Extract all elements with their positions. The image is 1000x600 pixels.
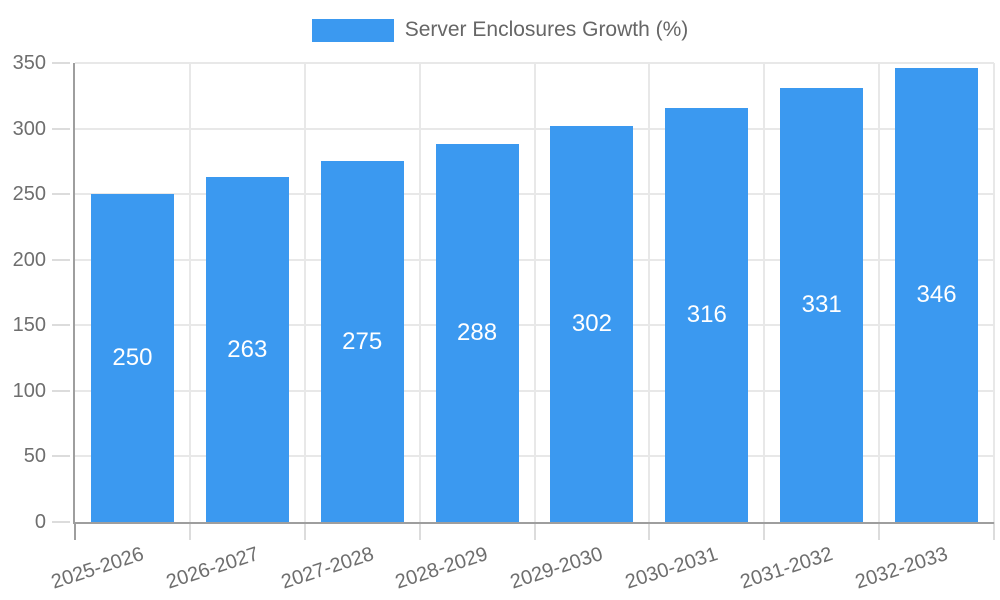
x-tick-label: 2026-2027: [163, 543, 262, 594]
bar[interactable]: [550, 125, 634, 522]
x-axis-tick: [878, 522, 881, 540]
x-axis-line: [73, 522, 994, 524]
bar-value-label: 288: [457, 319, 498, 347]
bar[interactable]: [90, 194, 174, 522]
x-tick-label: 2031-2032: [737, 543, 836, 594]
bar[interactable]: [320, 161, 404, 522]
x-tick-label: 2027-2028: [278, 543, 376, 594]
y-tick-label: 50: [23, 445, 46, 468]
x-gridline: [418, 63, 421, 522]
y-axis-tick: [52, 258, 70, 261]
x-axis-tick: [993, 522, 995, 540]
bar[interactable]: [665, 107, 749, 522]
legend[interactable]: Server Enclosures Growth (%): [0, 18, 1000, 42]
x-gridline: [303, 63, 306, 522]
y-tick-label: 150: [12, 314, 46, 337]
y-axis-line: [73, 63, 75, 522]
x-gridline: [648, 63, 651, 522]
legend-label: Server Enclosures Growth (%): [404, 18, 689, 41]
x-gridline: [188, 63, 191, 522]
y-axis-tick: [52, 62, 70, 64]
bar-value-label: 302: [571, 309, 612, 337]
x-axis-tick: [763, 522, 766, 540]
y-axis-tick: [52, 389, 70, 392]
x-tick-label: 2025-2026: [48, 543, 147, 594]
x-axis-tick: [648, 522, 651, 540]
x-axis-tick: [533, 522, 536, 540]
y-tick-label: 200: [12, 248, 46, 271]
bar[interactable]: [895, 68, 979, 522]
bar[interactable]: [780, 87, 864, 522]
bar-value-label: 316: [686, 300, 727, 328]
y-tick-label: 250: [12, 183, 46, 206]
legend-swatch: [311, 18, 394, 42]
x-tick-label: 2029-2030: [507, 543, 606, 594]
y-axis-tick: [52, 324, 70, 327]
x-axis-tick: [188, 522, 191, 540]
bar-value-label: 263: [227, 335, 268, 363]
x-tick-label: 2032-2033: [852, 543, 951, 594]
x-gridline: [993, 63, 995, 522]
x-axis-tick: [74, 522, 76, 540]
x-gridline: [763, 63, 766, 522]
y-tick-label: 100: [12, 379, 46, 402]
y-tick-label: 300: [12, 117, 46, 140]
x-axis-tick: [303, 522, 306, 540]
y-axis-tick: [52, 455, 70, 458]
y-axis-tick: [52, 193, 70, 196]
y-tick-label: 350: [12, 52, 46, 74]
x-tick-label: 2028-2029: [393, 543, 491, 594]
bar-value-label: 331: [801, 290, 842, 318]
bar-value-label: 250: [112, 344, 153, 372]
x-tick-label: 2030-2031: [622, 543, 721, 594]
bar-value-label: 346: [916, 281, 957, 309]
x-gridline: [533, 63, 536, 522]
y-tick-label: 0: [34, 511, 46, 533]
x-axis-tick: [418, 522, 421, 540]
bar[interactable]: [205, 177, 289, 522]
bar[interactable]: [435, 144, 519, 522]
y-axis-tick: [52, 521, 70, 523]
y-axis-tick: [52, 127, 70, 130]
x-gridline: [878, 63, 881, 522]
bar-value-label: 275: [342, 327, 383, 355]
